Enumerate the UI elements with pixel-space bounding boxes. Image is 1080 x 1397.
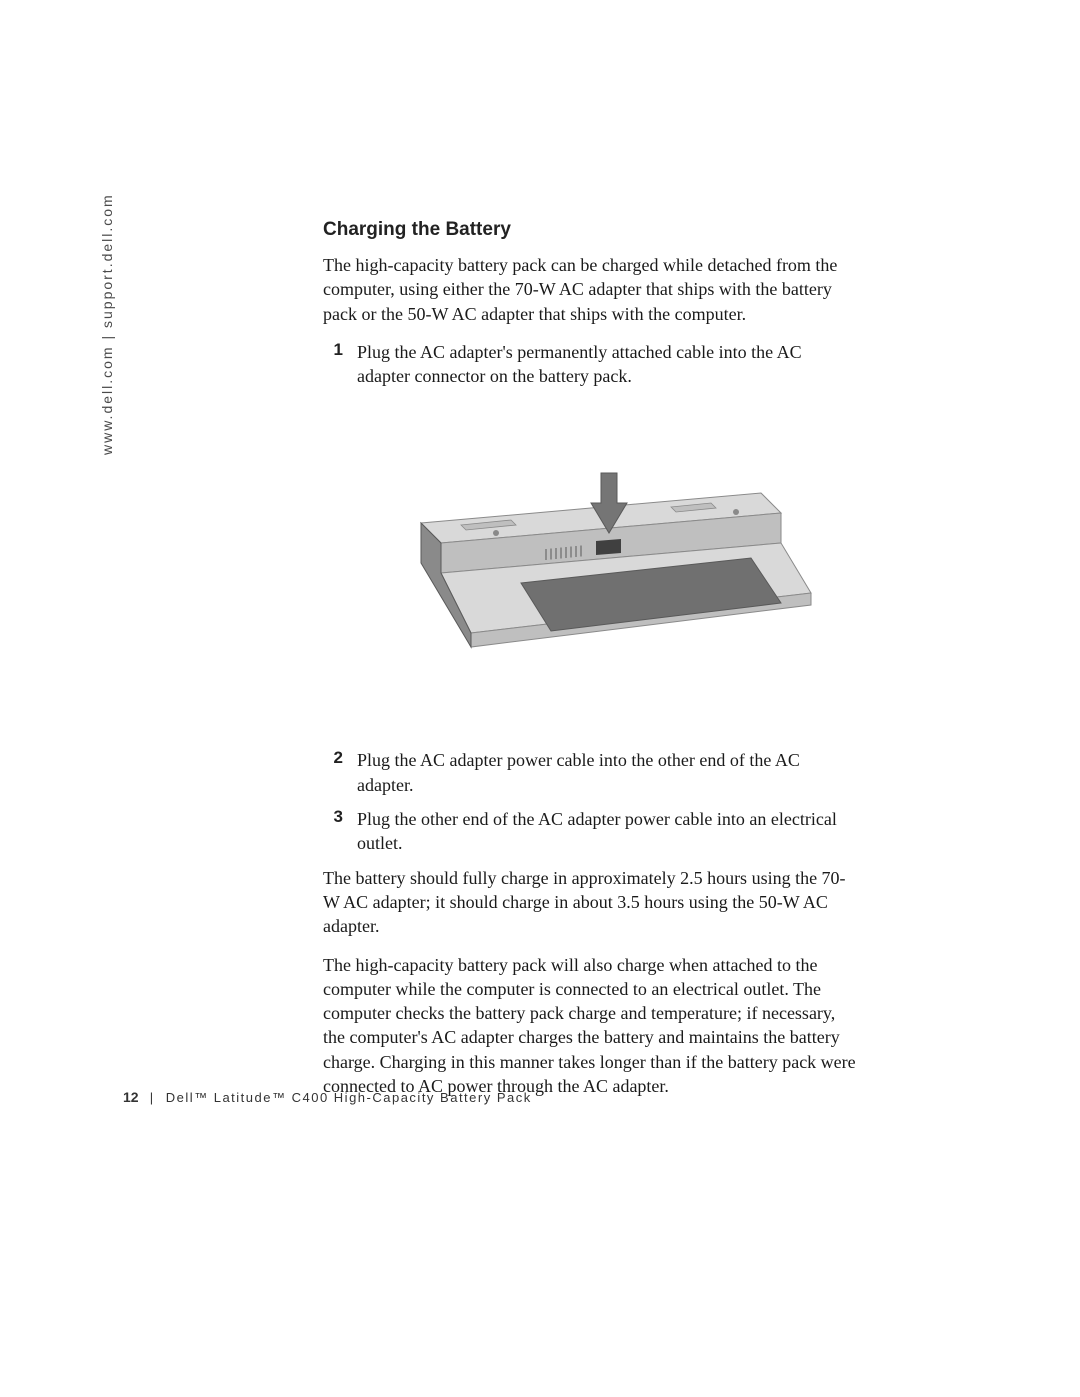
step-number: 3 (323, 807, 343, 827)
footer-title: Dell™ Latitude™ C400 High-Capacity Batte… (166, 1090, 532, 1105)
charge-note: The battery should fully charge in appro… (323, 866, 858, 939)
step-number: 1 (323, 340, 343, 360)
attached-note: The high-capacity battery pack will also… (323, 953, 858, 1099)
page-footer: 12 | Dell™ Latitude™ C400 High-Capacity … (123, 1089, 532, 1105)
step-text: Plug the other end of the AC adapter pow… (357, 807, 858, 856)
step-text: Plug the AC adapter power cable into the… (357, 748, 858, 797)
figure-container (323, 398, 858, 728)
footer-separator: | (150, 1090, 155, 1105)
list-item: 3 Plug the other end of the AC adapter p… (323, 807, 858, 856)
content-area: Charging the Battery The high-capacity b… (323, 219, 858, 1112)
intro-paragraph: The high-capacity battery pack can be ch… (323, 253, 858, 326)
step-number: 2 (323, 748, 343, 768)
steps-list: 1 Plug the AC adapter's permanently atta… (323, 340, 858, 389)
step-text: Plug the AC adapter's permanently attach… (357, 340, 858, 389)
section-heading: Charging the Battery (323, 219, 858, 241)
list-item: 1 Plug the AC adapter's permanently atta… (323, 340, 858, 389)
page-number: 12 (123, 1089, 139, 1105)
steps-list-cont: 2 Plug the AC adapter power cable into t… (323, 748, 858, 855)
sidebar-url-text: www.dell.com | support.dell.com (99, 193, 115, 455)
battery-pack-illustration (351, 423, 831, 703)
page: www.dell.com | support.dell.com Charging… (0, 0, 1080, 1397)
list-item: 2 Plug the AC adapter power cable into t… (323, 748, 858, 797)
